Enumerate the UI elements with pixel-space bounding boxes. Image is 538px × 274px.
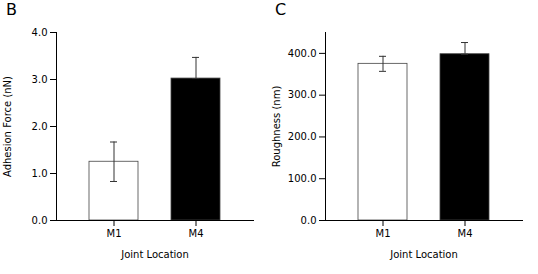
svg-text:M4: M4 [189,228,204,239]
svg-text:1.0: 1.0 [32,168,48,179]
svg-text:100.0: 100.0 [288,173,317,184]
svg-text:Adhesion Force (nN): Adhesion Force (nN) [2,76,13,177]
svg-text:M1: M1 [107,228,122,239]
svg-text:3.0: 3.0 [32,74,48,85]
svg-text:Joint Location: Joint Location [389,249,458,260]
svg-text:400.0: 400.0 [288,48,317,59]
svg-text:M4: M4 [458,228,473,239]
html-text:B: B [6,0,17,19]
svg-text:200.0: 200.0 [288,131,317,142]
svg-text:4.0: 4.0 [32,27,48,38]
svg-text:M1: M1 [376,228,391,239]
html-text:C: C [275,0,287,19]
svg-text:300.0: 300.0 [288,89,317,100]
svg-text:0.0: 0.0 [32,215,48,226]
svg-text:Roughness (nm): Roughness (nm) [271,86,282,168]
svg-text:0.0: 0.0 [301,215,317,226]
svg-text:2.0: 2.0 [32,121,48,132]
svg-text:Joint Location: Joint Location [120,249,189,260]
